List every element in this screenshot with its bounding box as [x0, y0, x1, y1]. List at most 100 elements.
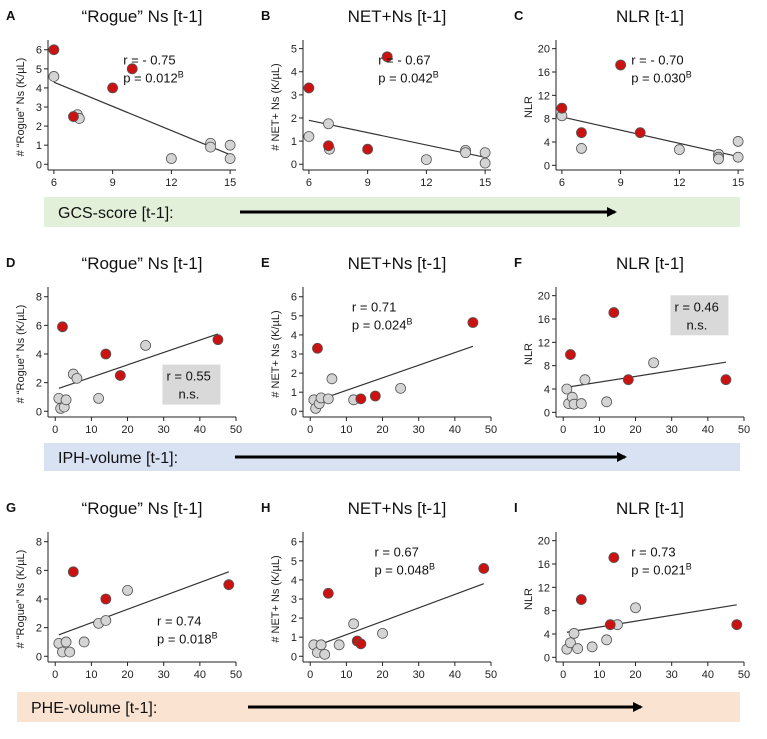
data-point-red [126, 63, 138, 75]
band-label: GCS-score [t-1]: [58, 205, 174, 222]
y-tick-label: 1 [291, 387, 297, 399]
y-axis-label: # NET+ Ns (K/µL) [270, 310, 282, 397]
data-point-red [565, 349, 576, 360]
y-tick-label: 0 [36, 651, 42, 663]
y-tick-label: 3 [291, 90, 297, 102]
x-tick-label: 10 [593, 669, 605, 681]
data-point-grey [673, 144, 685, 155]
x-tick-label: 0 [307, 669, 313, 681]
data-point-red [622, 374, 634, 386]
data-point-red [355, 393, 367, 405]
panel-title: NET+Ns [t-1] [348, 254, 447, 273]
p-value: p = 0.024B [352, 316, 413, 332]
data-point-red [608, 307, 620, 318]
panel-g: G “Rogue” Ns [t-1] 0 2 4 6 8 0 10 20 30 40 50 # “Rogu… [6, 499, 242, 681]
panel-letter: B [261, 8, 270, 23]
y-tick-label: 2 [36, 378, 42, 390]
panel-title: NLR [t-1] [616, 7, 684, 26]
y-tick-label: 5 [36, 64, 42, 76]
panel-d: D “Rogue” Ns [t-1] 0 2 4 6 8 0 10 20 30 40 50 # “Rogu… [6, 254, 242, 436]
data-point-red [362, 143, 374, 155]
x-tick-label: 20 [121, 424, 133, 436]
y-tick-label: 0 [544, 407, 550, 419]
x-tick-label: 40 [702, 669, 714, 681]
x-tick-label: 12 [673, 177, 685, 189]
panel-h: H NET+Ns [t-1] 0 1 2 3 4 5 6 0 10 20 30 40 50 # NET+ Ns… [261, 499, 497, 681]
p-value-superscript: B [212, 631, 218, 641]
panel-f: F NLR [t-1] 0 4 8 12 16 20 0 10 20 30 40 50 NLR r = 0.4… [514, 254, 750, 436]
p-value-superscript: B [433, 69, 439, 79]
data-point-red [48, 44, 60, 56]
p-value: n.s. [178, 387, 199, 402]
y-tick-label: 12 [538, 337, 550, 349]
data-point-grey [601, 396, 613, 408]
panel-title: “Rogue” Ns [t-1] [82, 499, 203, 518]
data-point-red [556, 102, 568, 114]
regression-line [566, 361, 727, 388]
y-tick-label: 2 [291, 113, 297, 125]
panel-letter: A [6, 8, 16, 23]
y-tick-label: 3 [36, 102, 42, 114]
y-tick-label: 4 [36, 349, 42, 361]
p-value: p = 0.021B [631, 561, 692, 577]
x-tick-label: 0 [560, 669, 566, 681]
data-point-grey [460, 147, 471, 159]
p-value-superscript: B [429, 561, 435, 571]
data-point-grey [319, 648, 331, 660]
data-point-grey [565, 637, 576, 649]
y-axis-label: # NET+ Ns (K/µL) [270, 63, 282, 150]
y-tick-label: 2 [36, 121, 42, 133]
p-value: p = 0.042B [378, 69, 439, 85]
y-tick-label: 0 [291, 406, 297, 418]
y-tick-label: 4 [36, 83, 42, 95]
x-tick-label: 0 [52, 669, 58, 681]
data-point-grey [586, 641, 598, 653]
y-tick-label: 6 [36, 565, 42, 577]
data-point-red [576, 127, 587, 139]
x-tick-label: 50 [738, 424, 750, 436]
regression-line [308, 119, 486, 158]
y-tick-label: 0 [36, 406, 42, 418]
data-point-grey [165, 153, 177, 164]
panel-letter: I [514, 500, 518, 515]
data-point-red [634, 127, 646, 139]
y-tick-label: 6 [291, 537, 297, 549]
data-point-grey [630, 602, 641, 614]
data-point-red [100, 593, 112, 605]
panel-e: E NET+Ns [t-1] 0 1 2 3 4 5 6 0 10 20 30 40 50 # NET+ Ns… [261, 254, 497, 436]
regression-line [313, 583, 484, 648]
y-tick-label: 2 [291, 368, 297, 380]
data-point-grey [420, 154, 432, 165]
data-point-red [114, 370, 126, 381]
x-tick-label: 30 [158, 669, 170, 681]
panel-letter: G [6, 500, 16, 515]
data-point-grey [122, 585, 133, 596]
y-axis-label: NLR [523, 96, 535, 118]
x-tick-label: 30 [666, 669, 678, 681]
y-tick-label: 4 [544, 137, 550, 149]
y-tick-label: 4 [291, 330, 297, 342]
data-point-grey [601, 634, 613, 646]
x-tick-label: 30 [158, 424, 170, 436]
data-point-red [303, 82, 315, 94]
y-tick-label: 5 [291, 311, 297, 323]
panel-title: NET+Ns [t-1] [348, 499, 447, 518]
data-point-grey [348, 618, 360, 630]
panel-letter: H [261, 500, 270, 515]
y-tick-label: 8 [544, 606, 550, 618]
y-tick-label: 12 [538, 582, 550, 594]
r-value: r = - 0.70 [631, 52, 683, 67]
data-point-grey [322, 393, 334, 405]
stat-box [162, 364, 221, 405]
y-tick-label: 4 [36, 594, 42, 606]
data-point-grey [48, 71, 60, 82]
data-point-grey [224, 153, 236, 164]
panel-letter: E [261, 255, 270, 270]
data-point-grey [315, 639, 327, 651]
regression-line [53, 81, 231, 156]
panel-title: NLR [t-1] [616, 499, 684, 518]
r-value: r = 0.73 [631, 544, 675, 559]
y-tick-label: 0 [544, 652, 550, 664]
x-tick-label: 30 [666, 424, 678, 436]
